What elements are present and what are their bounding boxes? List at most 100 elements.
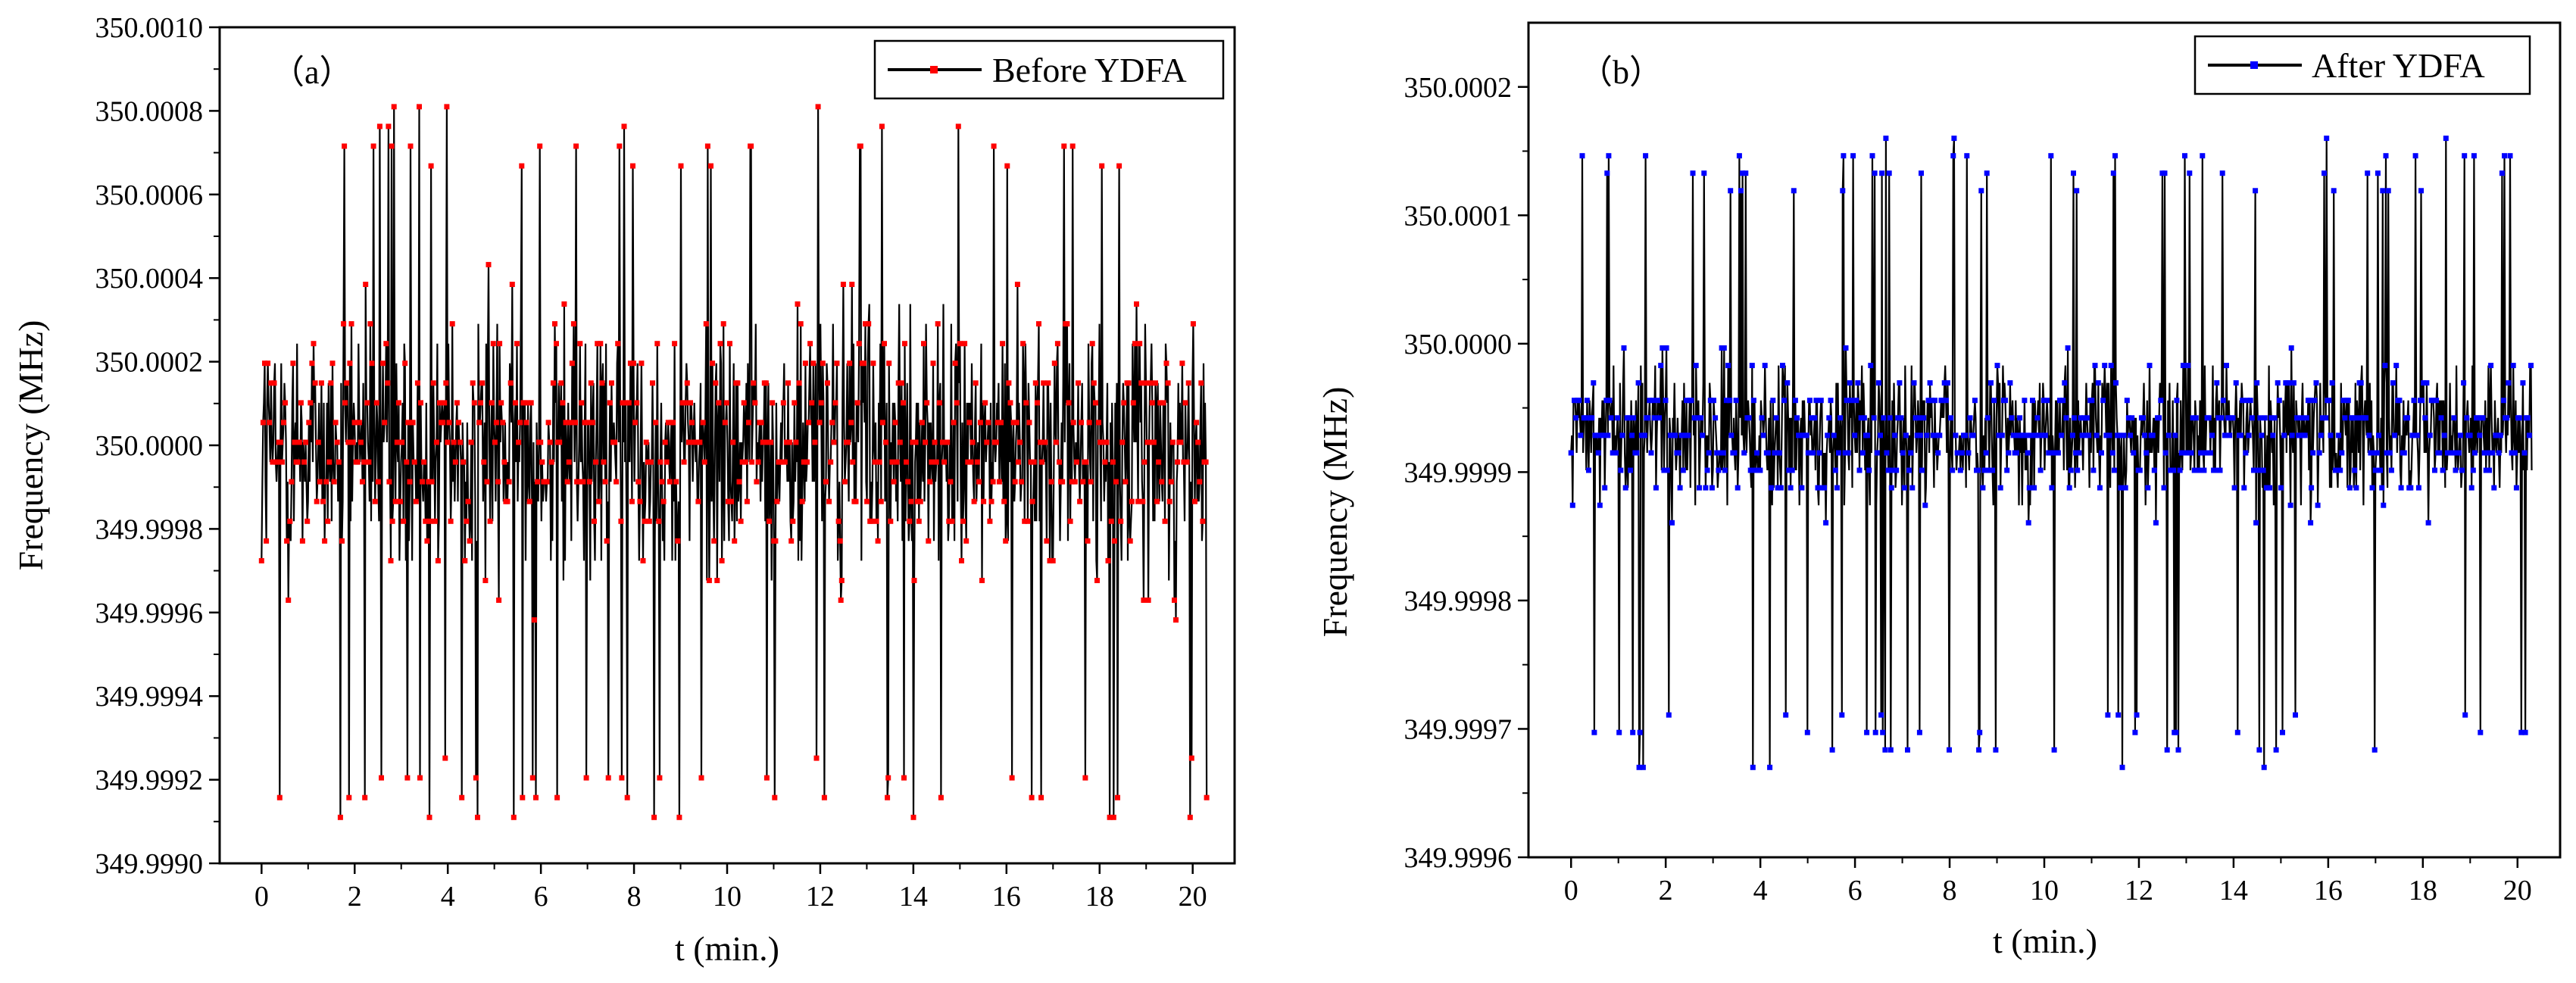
data-point bbox=[1119, 440, 1125, 445]
data-point bbox=[1903, 432, 1909, 438]
data-point bbox=[1823, 520, 1828, 526]
data-point bbox=[932, 440, 938, 445]
data-point bbox=[1064, 321, 1069, 326]
data-point bbox=[1834, 485, 1840, 491]
x-tick-label: 8 bbox=[627, 881, 642, 913]
data-point bbox=[2128, 432, 2133, 438]
x-tick-label: 2 bbox=[348, 881, 362, 913]
y-tick-label: 349.9990 bbox=[95, 848, 204, 880]
data-point bbox=[507, 479, 512, 485]
data-point bbox=[697, 440, 702, 445]
data-point bbox=[667, 479, 673, 485]
data-point bbox=[2520, 380, 2525, 385]
data-point bbox=[371, 144, 376, 149]
data-point bbox=[2464, 415, 2469, 420]
data-point bbox=[2291, 380, 2297, 385]
data-point bbox=[1573, 415, 1578, 420]
data-point bbox=[1892, 432, 1897, 438]
data-point bbox=[924, 400, 929, 405]
data-point bbox=[1738, 188, 1744, 193]
data-point bbox=[281, 420, 286, 425]
data-point bbox=[539, 460, 545, 465]
data-point bbox=[2514, 485, 2519, 491]
data-point bbox=[1000, 341, 1005, 346]
data-point bbox=[335, 440, 340, 445]
data-point bbox=[1964, 153, 1969, 158]
data-point bbox=[760, 440, 766, 445]
data-point bbox=[2254, 380, 2259, 385]
data-point bbox=[828, 460, 833, 465]
data-point bbox=[2048, 153, 2053, 158]
data-point bbox=[1855, 380, 1860, 385]
data-point bbox=[567, 460, 572, 465]
data-point bbox=[1697, 485, 1702, 491]
data-point bbox=[723, 420, 728, 425]
data-point bbox=[630, 164, 635, 169]
x-axis-title-a: t (min.) bbox=[675, 929, 779, 968]
x-tick-label: 18 bbox=[2409, 875, 2437, 907]
data-point bbox=[1135, 499, 1141, 504]
data-point bbox=[467, 538, 473, 544]
data-point bbox=[1080, 479, 1085, 485]
data-point bbox=[1909, 485, 1915, 491]
data-point bbox=[1204, 795, 1210, 800]
data-point bbox=[2312, 398, 2317, 403]
data-point bbox=[788, 538, 794, 544]
data-point bbox=[2477, 432, 2482, 438]
data-point bbox=[1088, 479, 1094, 485]
data-point bbox=[714, 578, 720, 583]
data-point bbox=[2399, 485, 2404, 491]
data-point bbox=[631, 360, 636, 366]
data-point bbox=[1876, 380, 1881, 385]
data-point bbox=[2086, 432, 2091, 438]
data-point bbox=[795, 301, 801, 307]
data-point bbox=[1774, 415, 1779, 420]
data-point bbox=[598, 341, 603, 346]
data-point bbox=[2468, 432, 2473, 438]
data-point bbox=[1055, 341, 1060, 346]
data-point bbox=[533, 795, 539, 800]
data-point bbox=[347, 360, 352, 366]
data-point bbox=[1096, 420, 1101, 425]
x-tick-label: 8 bbox=[1943, 875, 1957, 907]
data-point bbox=[2375, 451, 2380, 456]
data-point bbox=[328, 380, 333, 385]
data-point bbox=[619, 775, 624, 781]
data-point bbox=[2150, 432, 2156, 438]
data-point bbox=[1879, 170, 1884, 176]
data-point bbox=[1060, 479, 1065, 485]
data-point bbox=[1872, 170, 1878, 176]
data-point bbox=[494, 420, 499, 425]
data-point bbox=[1041, 380, 1046, 385]
data-point bbox=[2038, 468, 2044, 473]
data-point bbox=[2248, 398, 2253, 403]
data-point bbox=[1131, 400, 1136, 405]
data-point bbox=[642, 519, 648, 524]
data-point bbox=[1665, 468, 1670, 473]
data-point bbox=[870, 360, 876, 366]
data-point bbox=[1570, 503, 1575, 508]
data-point bbox=[1728, 432, 1734, 438]
data-point bbox=[361, 460, 367, 465]
data-point bbox=[978, 420, 983, 425]
data-point bbox=[1906, 468, 1912, 473]
data-point bbox=[1170, 440, 1176, 445]
data-point bbox=[2090, 468, 2096, 473]
figure: （a） 0 2 4 6 8 10 12 14 16 18 20349.9990349.9992349… bbox=[0, 0, 2576, 983]
data-point bbox=[2110, 451, 2115, 456]
data-point bbox=[1622, 345, 1627, 351]
data-point bbox=[743, 460, 748, 465]
data-point bbox=[807, 341, 813, 346]
data-point bbox=[2140, 415, 2146, 420]
data-point bbox=[2212, 468, 2218, 473]
data-point bbox=[1663, 398, 1669, 403]
data-point bbox=[346, 795, 351, 800]
data-point bbox=[1074, 460, 1079, 465]
data-point bbox=[1054, 440, 1059, 445]
data-point bbox=[686, 440, 692, 445]
data-point bbox=[711, 538, 717, 544]
data-point bbox=[713, 380, 718, 385]
data-point bbox=[2131, 451, 2136, 456]
data-point bbox=[1975, 468, 1981, 473]
data-point bbox=[1166, 380, 1171, 385]
